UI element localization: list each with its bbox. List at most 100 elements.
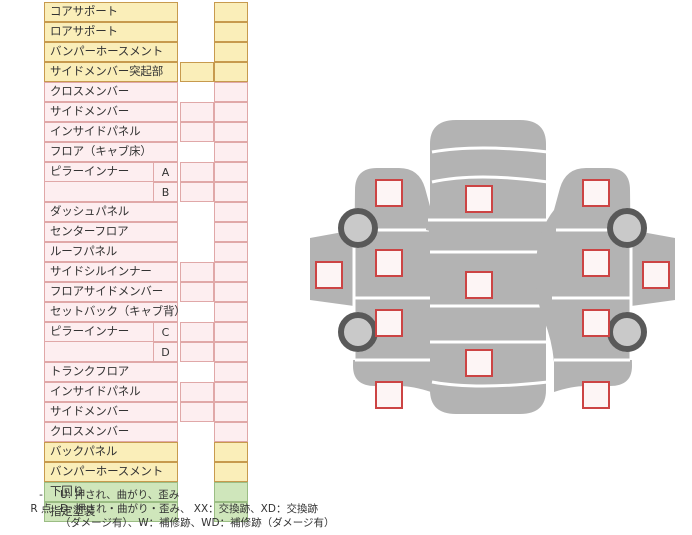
damage-cell[interactable] (214, 422, 248, 442)
cell-spacer (180, 222, 214, 242)
cell-spacer (180, 442, 214, 462)
damage-cell[interactable] (214, 302, 248, 322)
damage-cell[interactable] (214, 2, 248, 22)
damage-cell[interactable] (214, 502, 248, 522)
table-row: クロスメンバー (44, 422, 260, 442)
damage-cell-group (180, 382, 248, 402)
damage-marker (582, 309, 610, 337)
damage-cell-group (180, 242, 248, 262)
damage-cell[interactable] (214, 222, 248, 242)
damage-cell[interactable] (214, 322, 248, 342)
damage-cell-group (180, 502, 248, 522)
cell-spacer (180, 2, 214, 22)
damage-cell[interactable] (180, 62, 214, 82)
part-label: バンパーホースメント (44, 42, 178, 62)
damage-cell-group (180, 42, 248, 62)
legend: - U: 押され、曲がり、歪み R 点 D: 押され・曲がり・歪み、 XX：交換… (22, 488, 422, 530)
damage-cell[interactable] (214, 362, 248, 382)
damage-cell[interactable] (214, 62, 248, 82)
part-sublabel: A (154, 162, 178, 182)
damage-cell[interactable] (214, 262, 248, 282)
damage-cell-group (180, 82, 248, 102)
damage-cell[interactable] (214, 182, 248, 202)
damage-cell[interactable] (214, 242, 248, 262)
damage-cell[interactable] (214, 482, 248, 502)
part-label: サイドメンバー (44, 102, 178, 122)
damage-marker (582, 179, 610, 207)
part-label: クロスメンバー (44, 82, 178, 102)
cell-spacer (180, 202, 214, 222)
damage-cell[interactable] (180, 402, 214, 422)
damage-cell-group (180, 302, 248, 322)
table-row: ピラーインナー C (44, 322, 260, 342)
damage-marker (465, 349, 493, 377)
part-label (44, 182, 154, 202)
damage-cell[interactable] (180, 102, 214, 122)
damage-cell[interactable] (214, 342, 248, 362)
damage-cell-group (180, 2, 248, 22)
table-row: D (44, 342, 260, 362)
damage-cell[interactable] (180, 122, 214, 142)
damage-cell[interactable] (180, 322, 214, 342)
part-label: コアサポート (44, 2, 178, 22)
damage-marker (315, 261, 343, 289)
damage-cell-group (180, 322, 248, 342)
right-damage-markers (582, 179, 670, 409)
damage-cell-group (180, 182, 248, 202)
table-row: バンパーホースメント (44, 462, 260, 482)
damage-cell[interactable] (214, 102, 248, 122)
top-panel-dividers (428, 146, 552, 388)
table-row: フロア（キャブ床） (44, 142, 260, 162)
legend-row-u: - U: 押され、曲がり、歪み (22, 488, 422, 502)
cell-spacer (180, 462, 214, 482)
damage-cell[interactable] (214, 142, 248, 162)
table-row: フロアサイドメンバー (44, 282, 260, 302)
damage-cell[interactable] (214, 122, 248, 142)
damage-cell[interactable] (214, 82, 248, 102)
damage-cell[interactable] (214, 282, 248, 302)
cell-spacer (180, 302, 214, 322)
damage-cell[interactable] (214, 402, 248, 422)
legend-text-u: U: 押され、曲がり、歪み (60, 489, 180, 501)
damage-cell[interactable] (214, 42, 248, 62)
damage-cell[interactable] (180, 342, 214, 362)
table-row: B (44, 182, 260, 202)
damage-cell-group (180, 482, 248, 502)
damage-cell-group (180, 122, 248, 142)
table-row: 下回り (44, 482, 260, 502)
damage-cell-group (180, 362, 248, 382)
top-view (426, 120, 552, 414)
table-row: サイドメンバー突起部 (44, 62, 260, 82)
part-label: サイドメンバー (44, 402, 178, 422)
wheel-rear-right (607, 312, 647, 352)
table-row: ルーフパネル (44, 242, 260, 262)
damage-cell[interactable] (180, 282, 214, 302)
damage-cell-group (180, 342, 248, 362)
table-row: ロアサポート (44, 22, 260, 42)
damage-cell[interactable] (214, 162, 248, 182)
legend-row-r: R 点 D: 押され・曲がり・歪み、 XX：交換跡、XD：交換跡 (22, 502, 422, 516)
damage-cell[interactable] (180, 382, 214, 402)
damage-cell[interactable] (180, 262, 214, 282)
damage-cell[interactable] (180, 182, 214, 202)
part-label (44, 342, 154, 362)
damage-cell[interactable] (214, 22, 248, 42)
damage-cell[interactable] (214, 442, 248, 462)
damage-marker (375, 381, 403, 409)
part-label: フロアサイドメンバー (44, 282, 178, 302)
damage-cell-group (180, 442, 248, 462)
damage-cell-group (180, 102, 248, 122)
cell-spacer (180, 82, 214, 102)
table-row: 指定塗装 (44, 502, 260, 522)
left-damage-markers (315, 179, 403, 409)
part-label: ピラーインナー (44, 322, 154, 342)
part-label: セットバック（キャブ背） (44, 302, 186, 322)
part-label: 下回り (44, 482, 178, 502)
damage-cell[interactable] (214, 462, 248, 482)
damage-cell[interactable] (214, 382, 248, 402)
damage-cell-group (180, 462, 248, 482)
damage-cell[interactable] (180, 162, 214, 182)
wheel-front-right (607, 208, 647, 248)
damage-cell[interactable] (214, 202, 248, 222)
damage-cell-group (180, 202, 248, 222)
